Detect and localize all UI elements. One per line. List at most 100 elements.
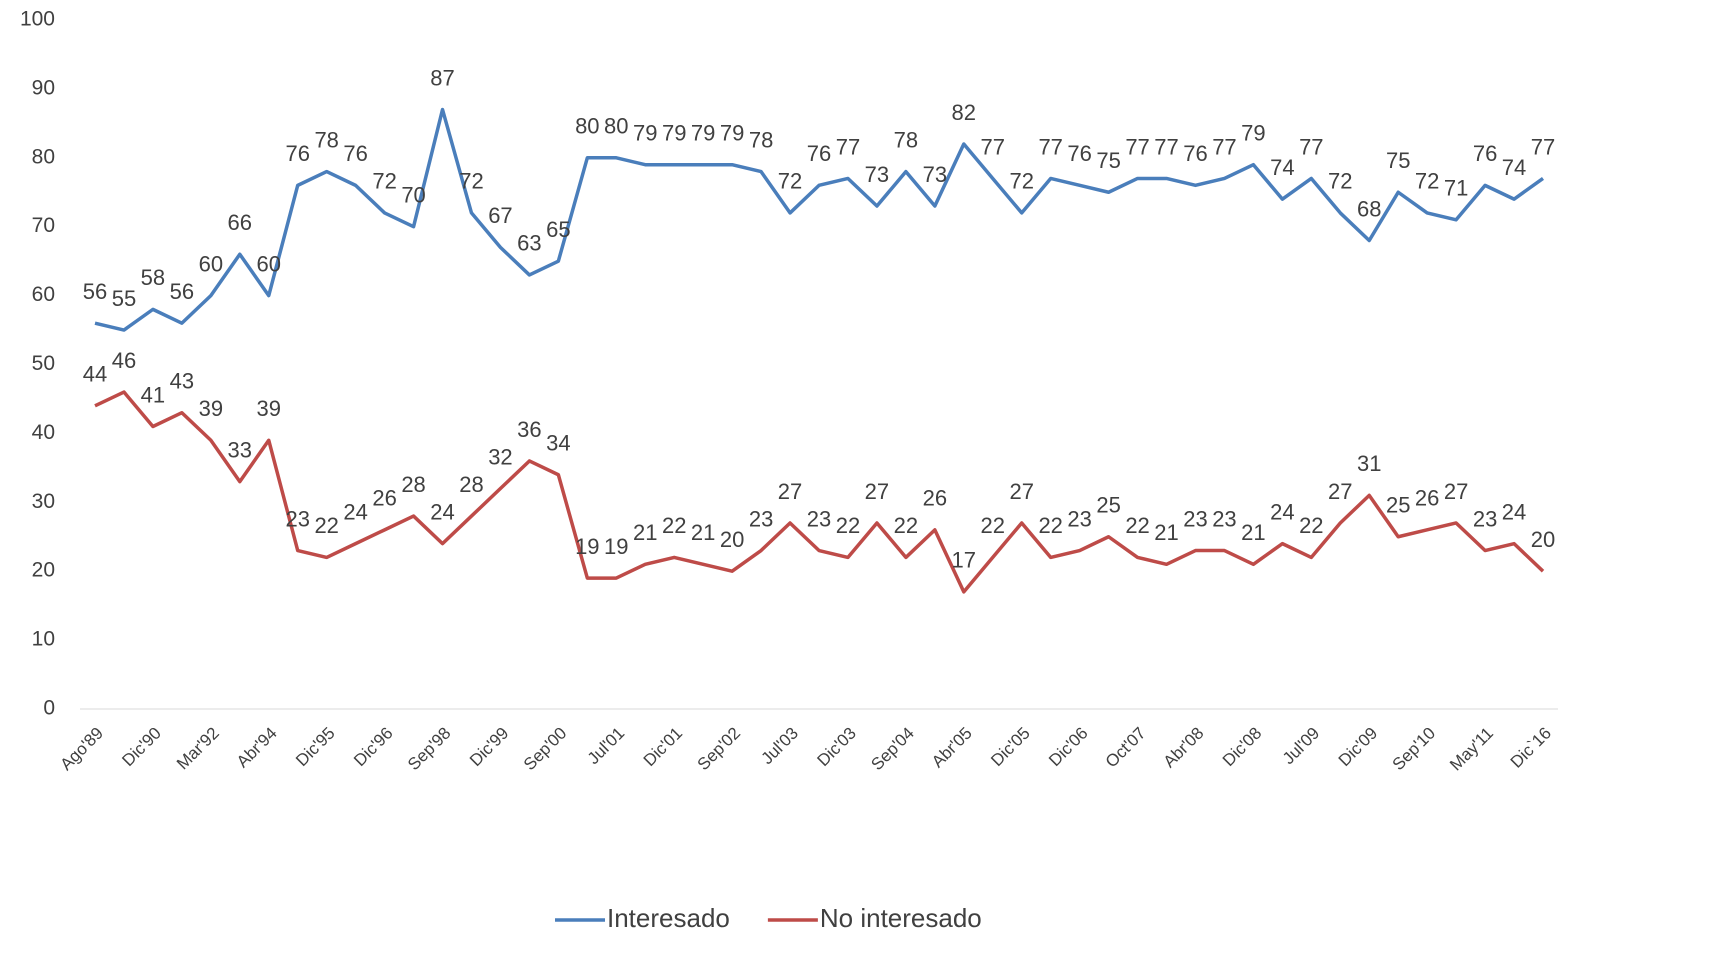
data-label: 79 [691,121,715,146]
data-label: 72 [1009,169,1033,194]
data-label: 27 [778,479,802,504]
data-label: 27 [1444,479,1468,504]
x-tick-label: Jul'03 [758,724,802,768]
data-label: 76 [1067,141,1091,166]
data-label: 72 [372,169,396,194]
data-label: 82 [952,100,976,125]
data-label: 56 [170,279,194,304]
x-tick-label: Dic'01 [640,724,686,770]
data-label: 26 [923,486,947,511]
x-tick-label: Abr'94 [233,724,281,772]
data-label: 77 [836,134,860,159]
data-label: 23 [1212,506,1236,531]
x-tick-label: Ago'89 [57,724,107,774]
data-label: 78 [314,127,338,152]
data-label: 71 [1444,176,1468,201]
data-label: 70 [401,183,425,208]
x-tick-label: Dic'09 [1335,724,1381,770]
y-tick-label: 40 [32,421,55,444]
data-label: 79 [662,121,686,146]
data-label: 33 [228,437,252,462]
data-label: 22 [1125,513,1149,538]
x-tick-label: Dic'08 [1219,724,1265,770]
data-label: 58 [141,265,165,290]
data-label: 21 [1241,520,1265,545]
data-label: 19 [604,534,628,559]
data-label: 22 [981,513,1005,538]
data-label: 73 [923,162,947,187]
data-label: 28 [459,472,483,497]
data-label: 27 [1328,479,1352,504]
x-tick-label: Dic'03 [813,724,859,770]
data-label: 76 [807,141,831,166]
x-tick-label: Dic'96 [350,724,396,770]
data-label: 77 [1038,134,1062,159]
y-tick-label: 100 [20,8,55,31]
data-label: 60 [257,251,281,276]
data-label: 77 [1299,134,1323,159]
data-label: 23 [1473,506,1497,531]
x-tick-label: Sep'02 [694,724,744,774]
data-label: 79 [720,121,744,146]
data-label: 23 [285,506,309,531]
x-tick-label: Dic'95 [292,724,338,770]
data-label: 21 [633,520,657,545]
x-tick-label: Dic'90 [118,724,164,770]
x-tick-label: Abr'08 [1160,724,1208,772]
data-label: 39 [199,396,223,421]
x-tick-label: Dic`16 [1507,724,1555,772]
legend-label: No interesado [820,903,982,933]
x-tick-label: Abr'05 [928,724,976,772]
data-label: 77 [1531,134,1555,159]
data-label: 76 [1473,141,1497,166]
data-label: 22 [314,513,338,538]
data-label: 22 [1038,513,1062,538]
chart: 0102030405060708090100Ago'89Dic'90Mar'92… [0,0,1721,953]
data-label: 72 [1328,169,1352,194]
y-tick-label: 20 [32,559,55,582]
data-label: 65 [546,217,570,242]
x-tick-label: Dic'99 [466,724,512,770]
y-tick-label: 0 [43,697,55,720]
data-label: 21 [691,520,715,545]
y-tick-label: 10 [32,628,55,651]
data-label: 72 [778,169,802,194]
x-tick-label: Jul'01 [584,724,628,768]
data-label: 44 [83,362,107,387]
y-tick-label: 70 [32,214,55,237]
x-tick-label: Sep'10 [1389,724,1439,774]
data-label: 78 [894,127,918,152]
data-label: 24 [430,499,454,524]
data-label: 80 [575,114,599,139]
data-label: 21 [1154,520,1178,545]
x-tick-label: Sep'98 [404,724,454,774]
data-label: 24 [1270,499,1294,524]
data-label: 66 [228,210,252,235]
data-label: 17 [952,548,976,573]
data-label: 60 [199,251,223,276]
data-label: 73 [865,162,889,187]
data-label: 25 [1386,493,1410,518]
data-label: 77 [1154,134,1178,159]
y-tick-label: 80 [32,145,55,168]
y-tick-label: 90 [32,76,55,99]
series-line [95,392,1543,592]
x-tick-label: May'11 [1446,724,1497,775]
data-label: 80 [604,114,628,139]
data-label: 23 [749,506,773,531]
data-label: 67 [488,203,512,228]
y-tick-label: 50 [32,352,55,375]
data-label: 43 [170,369,194,394]
data-label: 20 [720,527,744,552]
data-label: 20 [1531,527,1555,552]
x-tick-label: Sep'00 [520,724,570,774]
data-label: 26 [1415,486,1439,511]
y-tick-label: 30 [32,490,55,513]
data-label: 55 [112,286,136,311]
data-label: 27 [1009,479,1033,504]
data-label: 24 [343,499,367,524]
data-label: 75 [1386,148,1410,173]
data-label: 68 [1357,196,1381,221]
data-label: 87 [430,65,454,90]
data-label: 23 [1183,506,1207,531]
